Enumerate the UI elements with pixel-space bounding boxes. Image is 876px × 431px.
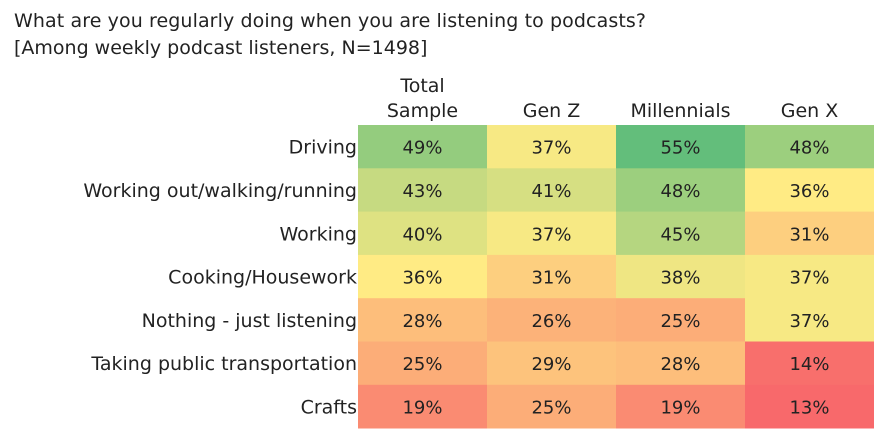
heatmap-cell xyxy=(358,254,487,299)
cell-value-label: 29% xyxy=(531,354,571,375)
heatmap-cell xyxy=(358,384,487,429)
column-header: Gen X xyxy=(781,100,839,122)
row-label: Nothing - just listening xyxy=(142,310,357,332)
cell-value-label: 48% xyxy=(660,181,700,202)
row-label: Driving xyxy=(289,137,357,159)
cell-value-label: 14% xyxy=(789,354,829,375)
column-header: Total Sample xyxy=(387,75,458,122)
chart-title: What are you regularly doing when you ar… xyxy=(14,10,647,32)
column-header: Millennials xyxy=(630,100,730,122)
cell-value-label: 48% xyxy=(789,138,829,159)
cell-value-label: 25% xyxy=(660,311,700,332)
row-label: Cooking/Housework xyxy=(168,267,357,289)
heatmap-cell xyxy=(487,168,616,212)
cell-value-label: 37% xyxy=(531,224,571,245)
cell-value-label: 41% xyxy=(531,181,571,202)
cell-value-label: 36% xyxy=(402,268,442,289)
cell-value-label: 19% xyxy=(402,397,442,418)
cell-value-label: 38% xyxy=(660,268,700,289)
heatmap-cell xyxy=(616,254,745,299)
cell-value-label: 49% xyxy=(402,138,442,159)
heatmap-cell xyxy=(745,168,874,212)
cell-value-label: 19% xyxy=(660,397,700,418)
heatmap-cell xyxy=(487,125,616,169)
heatmap-cell xyxy=(358,125,487,169)
cell-value-label: 37% xyxy=(789,268,829,289)
chart-subtitle: [Among weekly podcast listeners, N=1498] xyxy=(14,37,428,59)
heatmap-cell xyxy=(616,298,745,342)
cell-value-label: 36% xyxy=(789,181,829,202)
heatmap-cell xyxy=(358,168,487,212)
heatmap-cell xyxy=(616,125,745,169)
heatmap-cell xyxy=(745,211,874,256)
cell-value-label: 26% xyxy=(531,311,571,332)
heatmap-cell xyxy=(487,211,616,256)
heatmap-cell xyxy=(745,125,874,169)
cell-value-label: 28% xyxy=(660,354,700,375)
heatmap-cell xyxy=(745,341,874,386)
heatmap-cell xyxy=(745,298,874,342)
heatmap-cell xyxy=(616,341,745,386)
heatmap-cell xyxy=(358,211,487,256)
cell-value-label: 40% xyxy=(402,224,442,245)
cell-value-label: 43% xyxy=(402,181,442,202)
row-label: Working out/walking/running xyxy=(83,180,357,202)
heatmap-cell xyxy=(487,298,616,342)
heatmap-cell xyxy=(358,341,487,386)
cell-value-label: 28% xyxy=(402,311,442,332)
row-label: Crafts xyxy=(301,396,357,418)
cell-value-label: 55% xyxy=(660,138,700,159)
heatmap-cell xyxy=(487,341,616,386)
heatmap-cell xyxy=(745,254,874,299)
heatmap-cell xyxy=(616,211,745,256)
column-header: Gen Z xyxy=(523,100,581,122)
cell-value-label: 13% xyxy=(789,397,829,418)
cell-value-label: 45% xyxy=(660,224,700,245)
heatmap-cell xyxy=(745,384,874,429)
row-label: Taking public transportation xyxy=(90,353,357,375)
heatmap-cell xyxy=(616,168,745,212)
heatmap-cell xyxy=(487,384,616,429)
heatmap-cell xyxy=(358,298,487,342)
heatmap-cell xyxy=(487,254,616,299)
cell-value-label: 31% xyxy=(531,268,571,289)
row-label: Working xyxy=(280,223,358,245)
heatmap-cell xyxy=(616,384,745,429)
cell-value-label: 25% xyxy=(402,354,442,375)
cell-value-label: 37% xyxy=(531,138,571,159)
cell-value-label: 37% xyxy=(789,311,829,332)
cell-value-label: 25% xyxy=(531,397,571,418)
cell-value-label: 31% xyxy=(789,224,829,245)
